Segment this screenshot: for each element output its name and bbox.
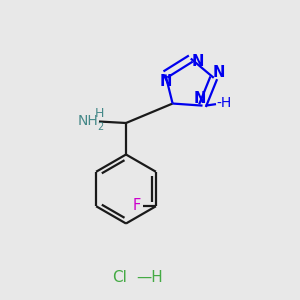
Text: 2: 2: [98, 122, 103, 132]
Text: N: N: [213, 65, 225, 80]
Text: Cl: Cl: [112, 270, 128, 285]
Text: NH: NH: [77, 114, 98, 128]
Text: H: H: [95, 106, 105, 120]
Text: N: N: [191, 54, 204, 69]
Text: F: F: [132, 198, 140, 213]
Text: —H: —H: [136, 270, 164, 285]
Text: N: N: [193, 91, 206, 106]
Text: N: N: [159, 74, 172, 89]
Text: -H: -H: [216, 96, 231, 110]
